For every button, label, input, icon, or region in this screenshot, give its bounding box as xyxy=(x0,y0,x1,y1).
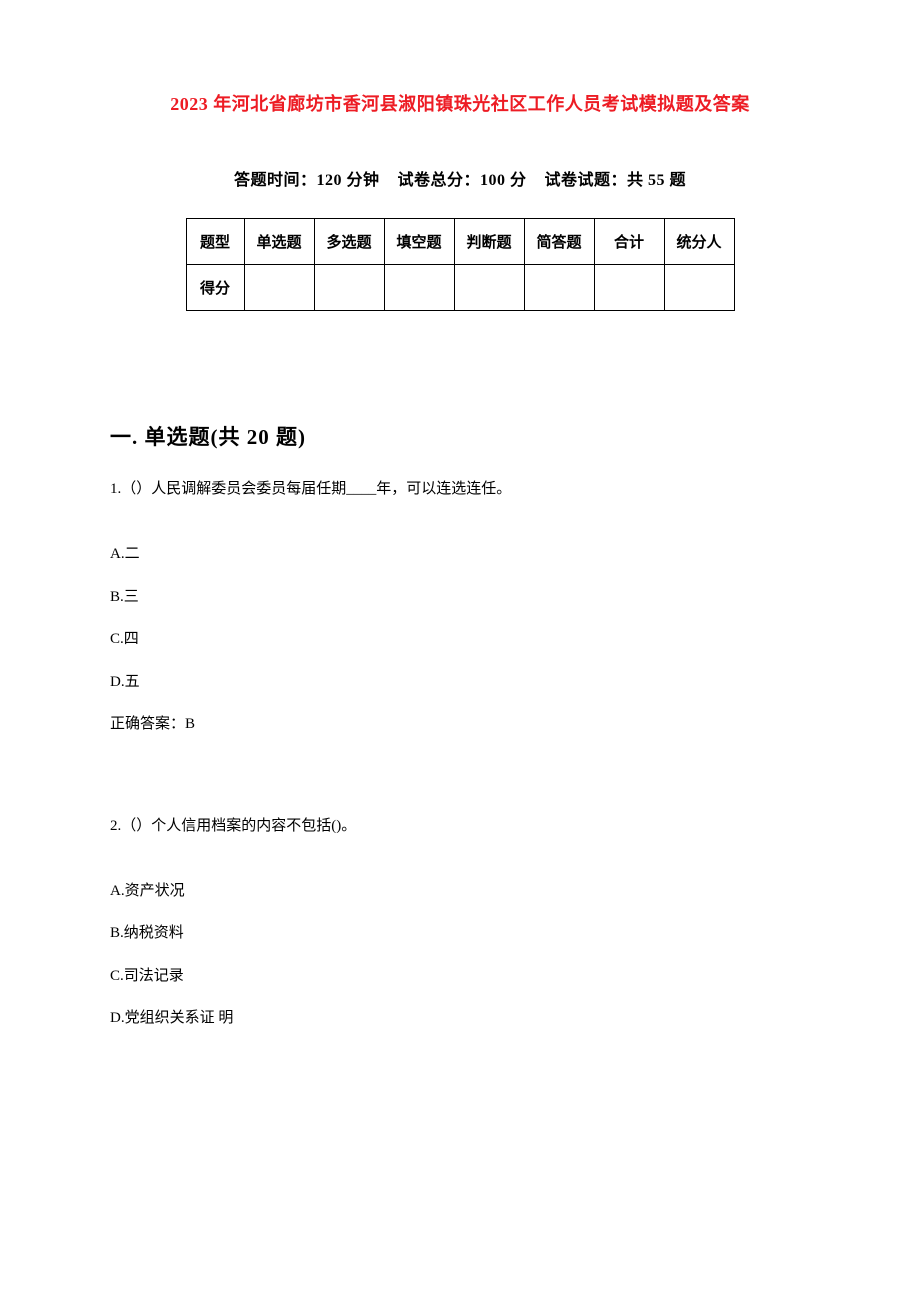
section-single-choice: 一. 单选题(共 20 题) xyxy=(110,421,810,451)
count-value: 共 55 题 xyxy=(627,172,686,189)
col-total: 合计 xyxy=(594,219,664,265)
table-score-row: 得分 xyxy=(186,265,734,311)
col-judge: 判断题 xyxy=(454,219,524,265)
q1-option-b: B.三 xyxy=(110,586,810,609)
col-scorer: 统分人 xyxy=(664,219,734,265)
q1-answer: 正确答案：B xyxy=(110,713,810,736)
col-short: 简答题 xyxy=(524,219,594,265)
count-label: 试卷试题： xyxy=(545,172,628,189)
score-cell xyxy=(384,265,454,311)
col-fill: 填空题 xyxy=(384,219,454,265)
score-cell xyxy=(454,265,524,311)
q1-text: 1.（）人民调解委员会委员每届任期____年，可以连选连任。 xyxy=(110,477,810,501)
score-cell xyxy=(524,265,594,311)
table-header-row: 题型 单选题 多选题 填空题 判断题 简答题 合计 统分人 xyxy=(186,219,734,265)
time-label: 答题时间： xyxy=(234,172,317,189)
score-cell xyxy=(314,265,384,311)
score-table: 题型 单选题 多选题 填空题 判断题 简答题 合计 统分人 得分 xyxy=(186,218,735,311)
total-value: 100 分 xyxy=(480,172,527,189)
score-cell xyxy=(244,265,314,311)
title-year: 2023 xyxy=(170,94,208,114)
row-label-score: 得分 xyxy=(186,265,244,311)
q1-option-c: C.四 xyxy=(110,628,810,651)
q2-option-b: B.纳税资料 xyxy=(110,922,810,945)
q1-option-d: D.五 xyxy=(110,671,810,694)
row-label-type: 题型 xyxy=(186,219,244,265)
score-cell xyxy=(594,265,664,311)
title-text: 年河北省廊坊市香河县淑阳镇珠光社区工作人员考试模拟题及答案 xyxy=(208,94,750,114)
q2-text: 2.（）个人信用档案的内容不包括()。 xyxy=(110,814,810,838)
score-cell xyxy=(664,265,734,311)
time-value: 120 分钟 xyxy=(316,172,379,189)
total-label: 试卷总分： xyxy=(397,172,480,189)
exam-title: 2023 年河北省廊坊市香河县淑阳镇珠光社区工作人员考试模拟题及答案 xyxy=(110,90,810,116)
q2-option-c: C.司法记录 xyxy=(110,965,810,988)
q1-option-a: A.二 xyxy=(110,543,810,566)
col-single: 单选题 xyxy=(244,219,314,265)
q2-option-d: D.党组织关系证 明 xyxy=(110,1007,810,1030)
col-multi: 多选题 xyxy=(314,219,384,265)
q2-option-a: A.资产状况 xyxy=(110,880,810,903)
exam-info-line: 答题时间：120 分钟 试卷总分：100 分 试卷试题：共 55 题 xyxy=(110,166,810,190)
